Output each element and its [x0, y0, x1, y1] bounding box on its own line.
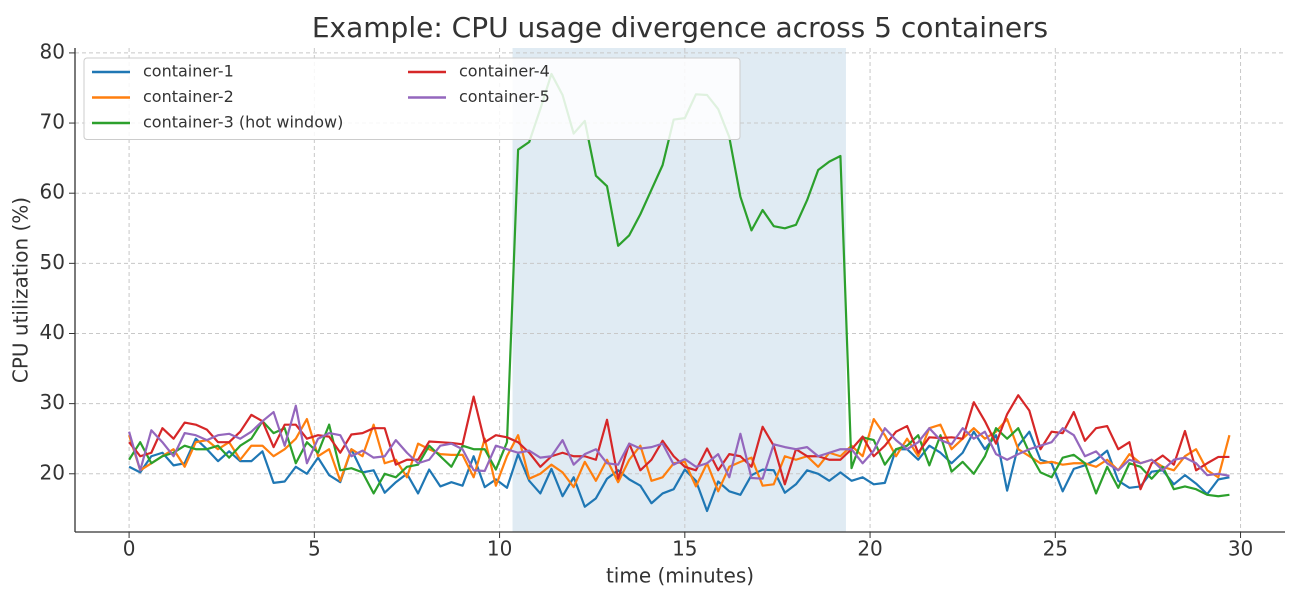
legend-label: container-5	[459, 87, 550, 106]
series-line	[128, 404, 1230, 480]
x-tick-label: 0	[123, 537, 136, 561]
y-tick-label: 60	[40, 180, 65, 204]
x-tick-label: 5	[308, 537, 321, 561]
x-tick-label: 15	[672, 537, 697, 561]
x-tick-label: 30	[1228, 537, 1253, 561]
x-axis-label: time (minutes)	[606, 564, 754, 588]
legend-label: container-4	[459, 62, 550, 81]
x-tick-label: 25	[1043, 537, 1068, 561]
y-tick-label: 40	[40, 320, 65, 344]
legend-label: container-3 (hot window)	[143, 113, 343, 132]
legend: container-1 container-2 container-3 (hot w…	[83, 57, 741, 140]
y-axis-label: CPU utilization (%)	[9, 197, 33, 383]
y-tick-label: 80	[40, 39, 65, 63]
legend-label: container-2	[143, 87, 234, 106]
y-tick-label: 50	[40, 250, 65, 274]
y-tick-label: 20	[40, 460, 65, 484]
y-tick-label: 30	[40, 390, 65, 414]
legend-label: container-1	[143, 62, 234, 81]
x-tick-label: 20	[857, 537, 882, 561]
x-tick-label: 10	[487, 537, 512, 561]
y-tick-label: 70	[40, 110, 65, 134]
chart-title: Example: CPU usage divergence across 5 c…	[312, 11, 1048, 44]
